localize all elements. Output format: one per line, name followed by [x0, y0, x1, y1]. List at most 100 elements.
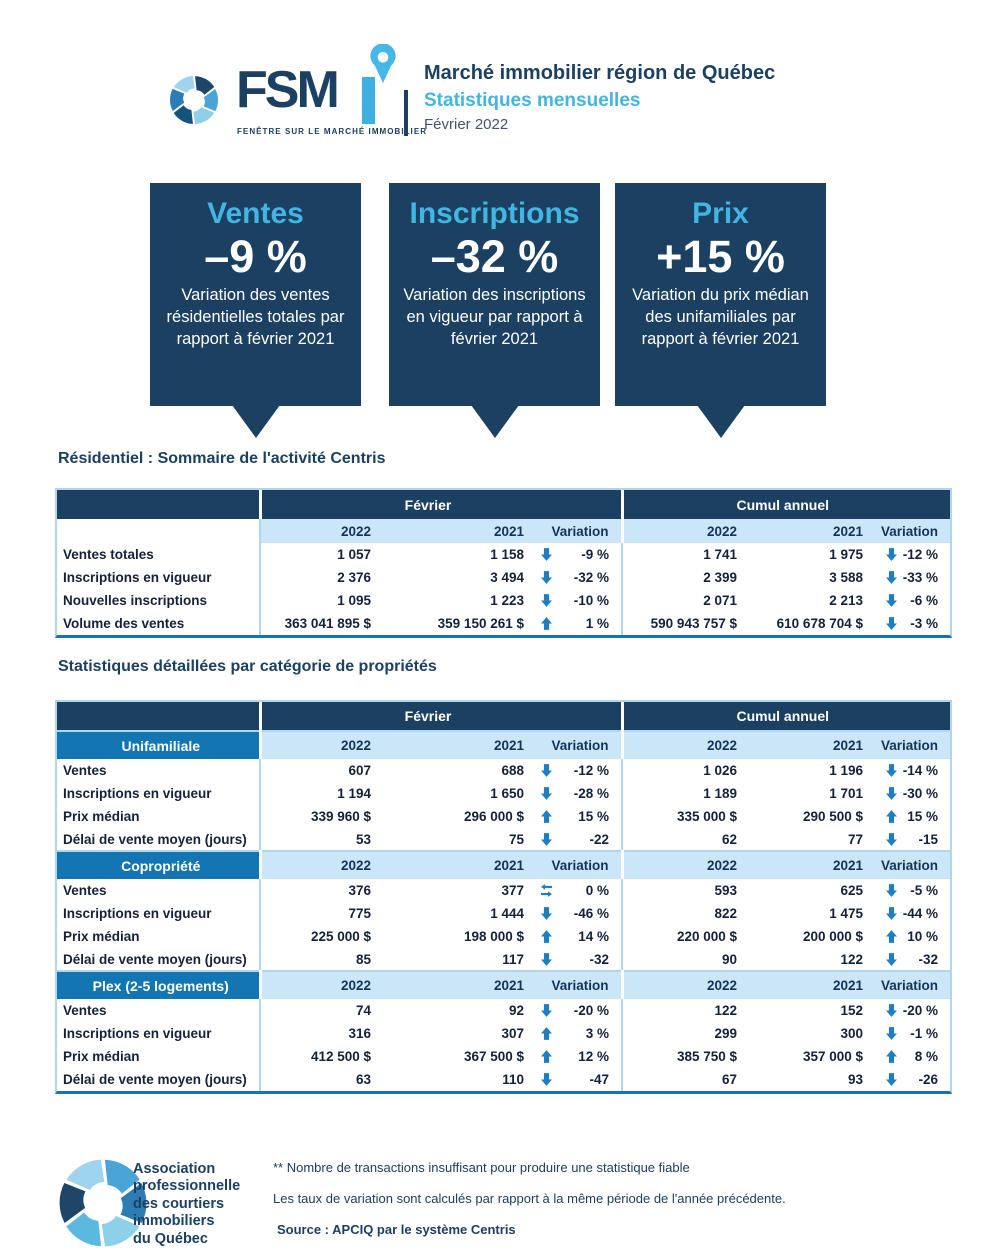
table-row: Délai de vente moyen (jours) 63 110 -47 67 93…	[57, 1068, 951, 1091]
variation-wrap: -10 %	[532, 593, 621, 608]
table-row: Ventes 376 377 0 % 593 625 -5 %	[57, 879, 951, 902]
variation-wrap: -3 %	[877, 616, 950, 631]
variation-wrap: 3 %	[532, 1026, 621, 1041]
period-header-cell: Cumul annuel	[620, 702, 951, 731]
variation-value: -47	[589, 1072, 609, 1087]
year-header-cell: Variation	[877, 970, 951, 999]
value-cell: 1 701	[747, 782, 877, 805]
variation-cell: 0 %	[532, 879, 622, 902]
variation-wrap: 15 %	[877, 809, 950, 824]
value-cell: 625	[747, 879, 877, 902]
variation-wrap: 12 %	[532, 1049, 621, 1064]
year-header-cell: 2022	[258, 730, 397, 759]
table-row: Volume des ventes 363 041 895 $359 150 26…	[57, 612, 951, 635]
arrow-down-icon	[886, 1027, 897, 1040]
detail-table: Février Cumul annuel Unifamiliale 2022 2021 V…	[55, 700, 952, 1094]
variation-cell: -9 %	[532, 543, 622, 566]
variation-wrap: -26	[877, 1072, 950, 1087]
arrow-up-icon	[541, 1027, 552, 1040]
value-cell: 62	[621, 828, 747, 851]
row-label-cell: Délai de vente moyen (jours)	[57, 948, 260, 971]
value-cell: 335 000 $	[621, 805, 747, 828]
value-cell: 290 500 $	[747, 805, 877, 828]
footnote-insufficient-transactions: ** Nombre de transactions insuffisant po…	[273, 1160, 690, 1175]
arrow-down-icon	[886, 617, 897, 630]
variation-cell: 15 %	[532, 805, 622, 828]
detail-table-grid: Février Cumul annuel Unifamiliale 2022 2021 V…	[57, 702, 951, 1091]
value-cell: 2 376	[259, 566, 397, 589]
arrow-down-icon	[541, 1073, 552, 1086]
arrow-down-icon	[886, 884, 897, 897]
value-cell: 339 960 $	[259, 805, 397, 828]
org-line: des courtiers	[133, 1195, 225, 1212]
variation-value: 8 %	[914, 1049, 939, 1064]
variation-value: -32	[918, 951, 939, 967]
value-cell: 1 194	[259, 782, 397, 805]
summary-section-title: Résidentiel : Sommaire de l'activité Cen…	[58, 450, 386, 467]
variation-wrap: -12 %	[532, 763, 621, 778]
year-header-cell: 2022	[620, 970, 747, 999]
variation-value: 15 %	[578, 809, 609, 824]
category-header-row: Plex (2-5 logements) 2022 2021 Variation 202…	[57, 970, 951, 999]
value-cell: 63	[259, 1068, 397, 1091]
category-header-row: Copropriété 2022 2021 Variation 2022 2021 Vari…	[57, 850, 951, 879]
arrow-up-icon	[541, 810, 552, 823]
row-label-cell: Ventes totales	[57, 543, 260, 566]
value-cell: 299	[621, 1022, 747, 1045]
value-cell: 77	[747, 828, 877, 851]
table-row: Prix médian 412 500 $367 500 $ 12 % 385 750…	[57, 1045, 951, 1068]
variation-cell: -47	[532, 1068, 622, 1091]
period-header-cell: Février	[258, 702, 622, 731]
variation-wrap: -20 %	[532, 1003, 621, 1018]
variation-cell: 15 %	[877, 805, 951, 828]
arrow-down-icon	[886, 1073, 897, 1086]
variation-value: -6 %	[910, 593, 939, 608]
variation-cell: -5 %	[877, 879, 951, 902]
value-cell: 53	[259, 828, 397, 851]
callout-label: Inscriptions	[409, 197, 580, 230]
arrow-up-icon	[541, 617, 552, 630]
variation-cell: 8 %	[877, 1045, 951, 1068]
summary-table: Février Cumul annuel 2022 2021 Variation 2022…	[55, 488, 952, 638]
arrow-up-icon	[886, 1050, 897, 1063]
arrow-down-icon	[541, 832, 552, 846]
variation-value: 10 %	[907, 929, 939, 944]
corner-cell	[57, 490, 260, 519]
value-cell: 122	[747, 948, 877, 971]
brand-wordmark: FSM	[236, 61, 340, 119]
variation-value: -20 %	[902, 1003, 939, 1018]
callout-value: –9 %	[204, 231, 307, 282]
year-header-cell: 2021	[397, 850, 532, 879]
variation-cell: -1 %	[877, 1022, 951, 1045]
variation-value: -32	[589, 951, 609, 967]
value-cell: 122	[621, 999, 747, 1022]
table-row: Délai de vente moyen (jours) 53 75 -22 62 77 -…	[57, 828, 951, 851]
year-header-row: 2022 2021 Variation 2022 2021 Variation	[57, 519, 951, 543]
row-label-cell: Inscriptions en vigueur	[57, 782, 260, 805]
arrow-up-icon	[541, 930, 552, 943]
variation-value: -28 %	[573, 786, 609, 801]
value-cell: 1 444	[397, 902, 532, 925]
variation-wrap: -33 %	[877, 570, 950, 585]
variation-cell: -28 %	[532, 782, 622, 805]
value-cell: 92	[397, 999, 532, 1022]
value-cell: 296 000 $	[397, 805, 532, 828]
variation-cell: -32 %	[532, 566, 622, 589]
value-cell: 220 000 $	[621, 925, 747, 948]
variation-value: 3 %	[585, 1026, 609, 1041]
variation-value: -10 %	[573, 593, 609, 608]
value-cell: 590 943 757 $	[621, 612, 747, 635]
variation-value: -1 %	[910, 1026, 939, 1041]
value-cell: 90	[621, 948, 747, 971]
year-header-cell: 2022	[258, 970, 397, 999]
callout-value: +15 %	[656, 231, 785, 282]
callout-value: –32 %	[430, 231, 559, 282]
variation-wrap: -15	[877, 832, 950, 847]
row-label-cell: Prix médian	[57, 805, 260, 828]
variation-cell: -3 %	[877, 612, 951, 635]
row-label-cell: Prix médian	[57, 1045, 260, 1068]
arrow-down-icon	[541, 548, 552, 561]
value-cell: 200 000 $	[747, 925, 877, 948]
variation-cell: -33 %	[877, 566, 951, 589]
value-cell: 198 000 $	[397, 925, 532, 948]
